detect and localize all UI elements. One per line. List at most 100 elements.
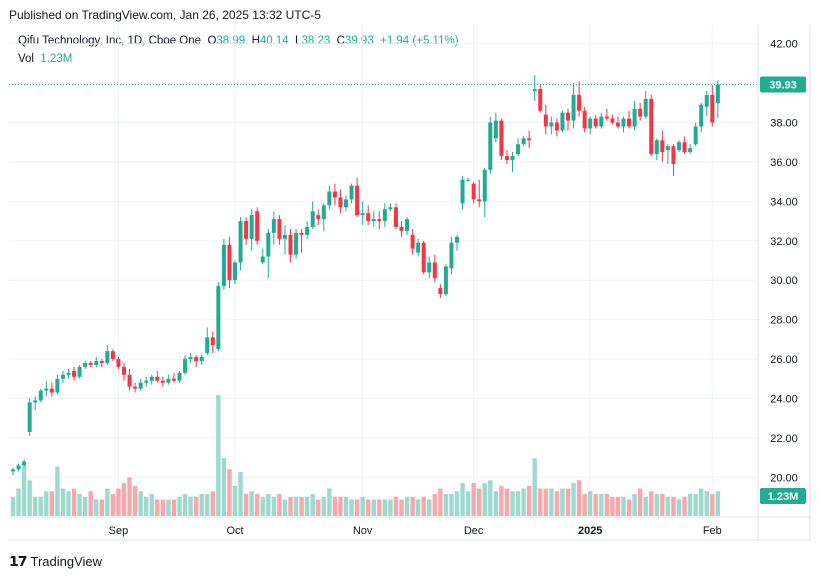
volume-bar xyxy=(526,485,532,516)
volume-bar xyxy=(66,491,71,516)
volume-bar xyxy=(571,483,576,516)
volume-bar xyxy=(238,472,243,516)
candle-body xyxy=(677,142,681,151)
candle-body xyxy=(305,226,310,235)
volume-badge-value: 1.23M xyxy=(768,491,799,503)
price-tick-label: 30.00 xyxy=(770,275,798,287)
candle-body xyxy=(294,232,299,255)
candle-body xyxy=(355,185,360,216)
candle-body xyxy=(410,234,415,249)
candle-body xyxy=(27,402,32,432)
volume-bar xyxy=(277,494,282,516)
candle-body xyxy=(133,386,138,389)
candle-body xyxy=(288,234,293,255)
last-price-badge-bg xyxy=(760,76,806,93)
volume-bar xyxy=(399,499,404,516)
time-axis[interactable]: Sep Oct Nov Dec 2025 Feb xyxy=(109,525,722,537)
low-label: L xyxy=(295,35,302,47)
candle-body xyxy=(516,144,521,155)
candle-body xyxy=(33,400,38,403)
volume-bar xyxy=(538,488,543,516)
volume-bar xyxy=(360,496,365,516)
candle-body xyxy=(532,89,537,92)
candle-body xyxy=(127,374,132,387)
volume-bar xyxy=(560,488,565,516)
candle-body xyxy=(316,215,321,220)
volume-bar xyxy=(132,485,138,516)
volume-bar xyxy=(510,491,515,516)
candle-body xyxy=(155,376,160,381)
candle-body xyxy=(693,126,698,145)
candle-body xyxy=(327,191,332,206)
volume-bar xyxy=(543,488,548,516)
candle-body xyxy=(577,94,582,111)
price-tick-label: 26.00 xyxy=(770,354,798,366)
candle-body xyxy=(11,469,15,472)
price-tick-label: 32.00 xyxy=(770,236,798,248)
candle-body xyxy=(116,359,121,367)
volume-bar xyxy=(316,499,321,516)
candle-body xyxy=(471,183,476,200)
candle-body xyxy=(649,98,654,155)
volume-badge-bg xyxy=(760,488,806,504)
volume-bar xyxy=(10,496,16,516)
volume-bar xyxy=(515,491,521,516)
volume-bar xyxy=(593,494,598,516)
candle-body xyxy=(44,388,49,391)
footer-brand[interactable]: 𝟭𝟳 TradingView xyxy=(9,553,102,570)
candle-body xyxy=(221,244,226,287)
published-caption: Published on TradingView.com, Jan 26, 20… xyxy=(9,8,321,22)
candle-body xyxy=(688,148,693,153)
volume-bar xyxy=(637,488,643,516)
candle-body xyxy=(266,232,271,257)
candle-body xyxy=(260,256,265,263)
candle-body xyxy=(60,374,65,379)
volume-bar xyxy=(160,499,166,516)
volume-bar xyxy=(60,488,66,516)
volume-bar xyxy=(271,496,277,516)
volume-bar xyxy=(632,494,637,516)
price-tick-label: 22.00 xyxy=(770,433,798,445)
candle-body xyxy=(610,118,615,123)
candle-body xyxy=(344,199,348,208)
volume-bar xyxy=(477,488,482,516)
volume-bar xyxy=(116,488,121,516)
candle-body xyxy=(466,179,471,181)
volume-badge: 1.23M xyxy=(760,488,806,504)
price-axis[interactable]: 42.0040.0038.0036.0034.0032.0030.0028.00… xyxy=(770,39,798,485)
volume-bar xyxy=(588,491,593,516)
volume-bar xyxy=(654,494,659,516)
candle-body xyxy=(638,108,643,117)
candle-body xyxy=(421,242,426,273)
candle-body xyxy=(138,382,143,389)
volume-bar xyxy=(243,494,249,516)
volume-bar xyxy=(171,499,177,516)
volume-bar xyxy=(282,499,288,516)
time-tick-label: Dec xyxy=(464,525,484,537)
volume-bar xyxy=(310,494,315,516)
volume-bar xyxy=(144,496,149,516)
candle-body xyxy=(171,378,176,381)
volume-bar xyxy=(82,496,88,516)
volume-bar xyxy=(687,494,693,516)
candle-body xyxy=(338,197,343,208)
volume-bar xyxy=(610,496,615,516)
volume-bar xyxy=(626,499,632,516)
volume-bar xyxy=(377,499,382,516)
vol-label: Vol xyxy=(18,53,34,65)
volume-bar xyxy=(149,494,154,516)
volume-bar xyxy=(227,469,232,516)
candle-body xyxy=(216,286,221,350)
volume-bar xyxy=(44,491,49,516)
candle-body xyxy=(144,380,149,383)
candle-body xyxy=(149,376,154,381)
volume-bar xyxy=(266,494,271,516)
volume-bar xyxy=(521,488,526,516)
volume-bar xyxy=(432,494,437,516)
candle-body xyxy=(321,205,326,220)
volume-bar xyxy=(582,494,587,516)
volume-bar xyxy=(293,496,299,516)
price-tick-label: 28.00 xyxy=(770,315,798,327)
volume-bar xyxy=(710,494,715,516)
